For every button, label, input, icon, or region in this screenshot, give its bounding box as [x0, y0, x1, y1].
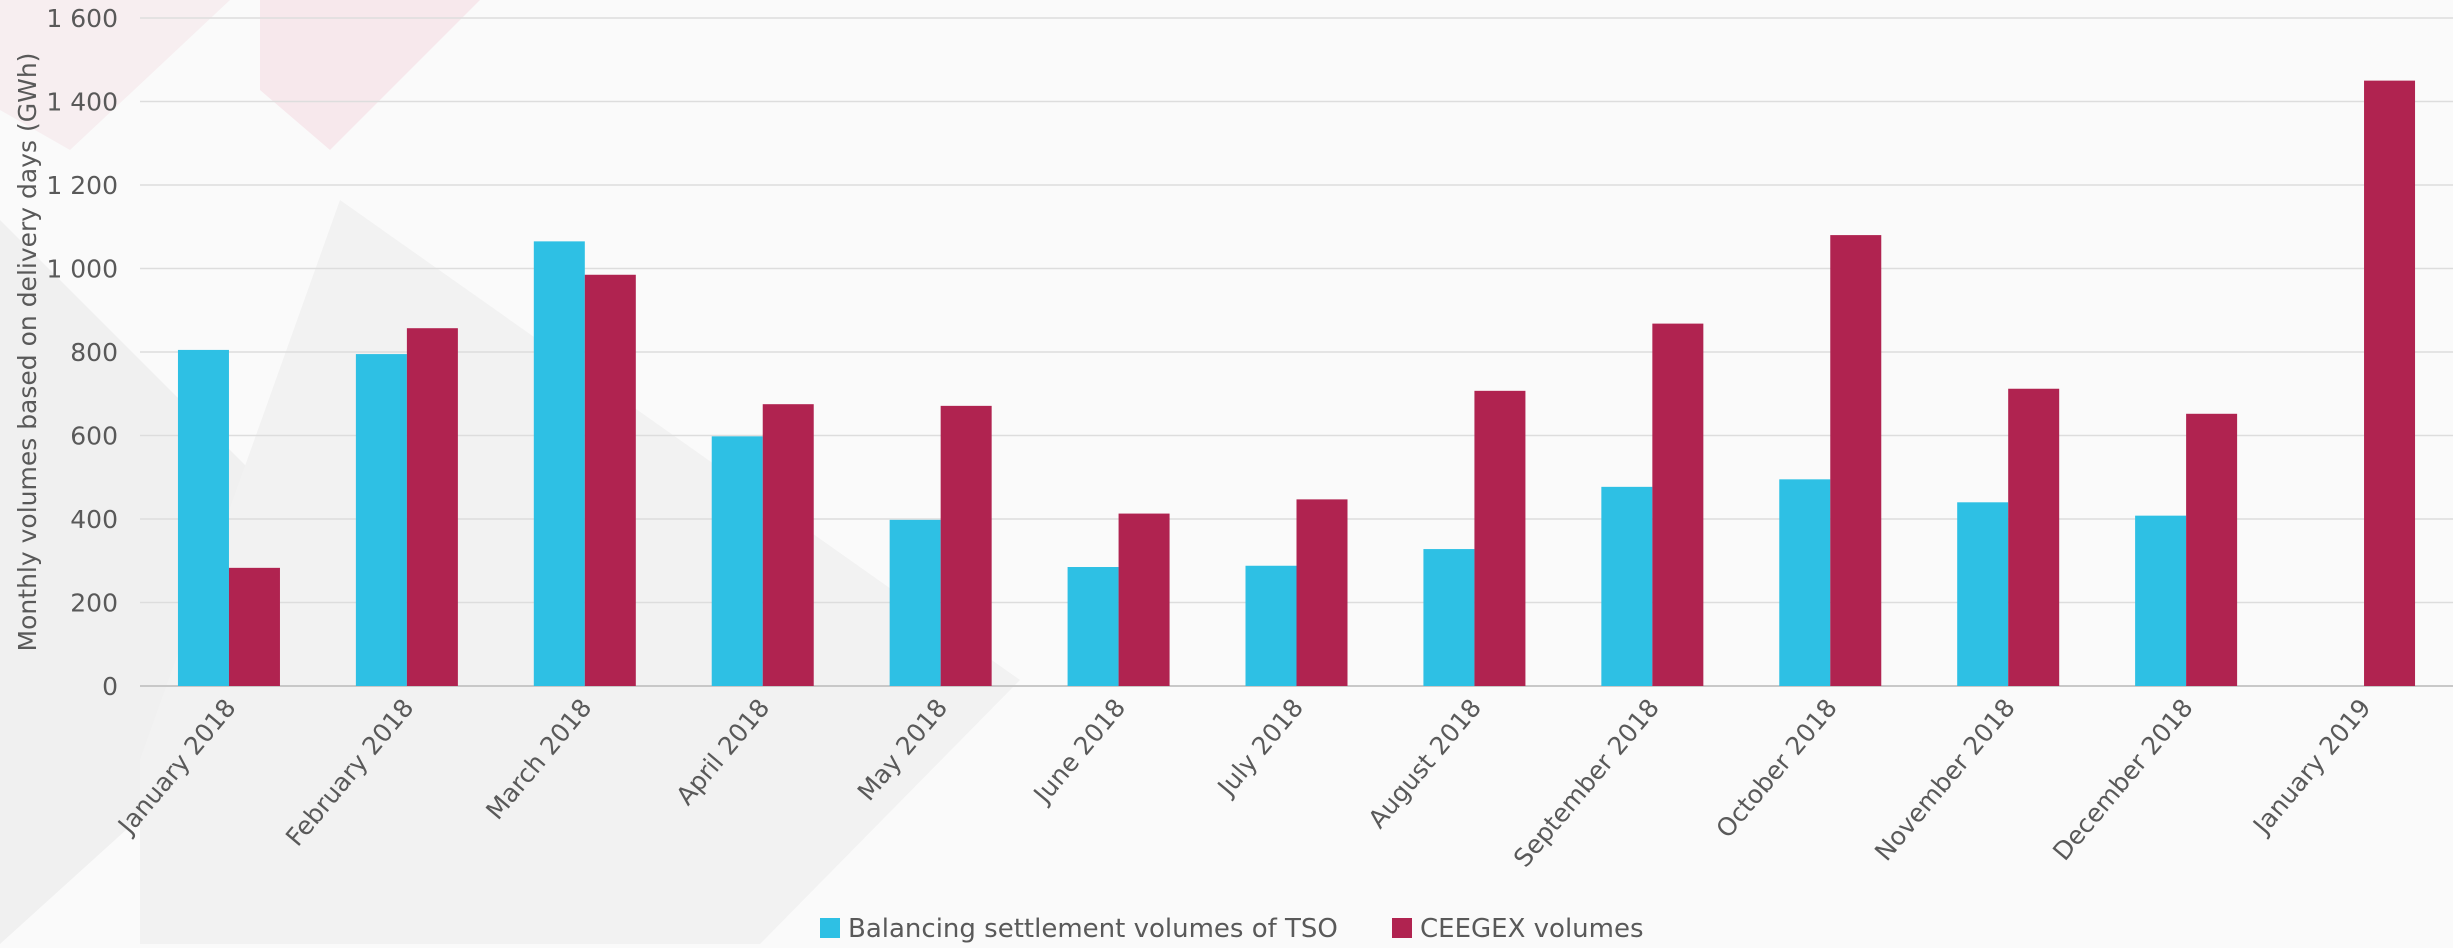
- bar-ceegex: [2186, 413, 2238, 686]
- bar-balancing-tso: [1067, 567, 1119, 686]
- bar-ceegex: [2008, 388, 2060, 686]
- y-tick-label: 800: [70, 338, 118, 367]
- legend-label: Balancing settlement volumes of TSO: [848, 914, 1338, 944]
- bar-ceegex: [940, 405, 992, 686]
- x-tick-label: December 2018: [2047, 693, 2199, 866]
- bar-ceegex: [406, 328, 458, 686]
- bar-balancing-tso: [533, 241, 585, 687]
- bar-balancing-tso: [2135, 515, 2187, 686]
- y-tick-label: 600: [70, 422, 118, 451]
- x-tick-label: October 2018: [1710, 693, 1843, 843]
- bar-ceegex: [584, 274, 636, 686]
- bar-balancing-tso: [1779, 479, 1831, 686]
- x-tick-label: November 2018: [1869, 693, 2021, 866]
- y-tick-label: 1 200: [46, 171, 118, 200]
- bar-balancing-tso: [355, 354, 407, 686]
- x-tick-label: August 2018: [1363, 693, 1487, 833]
- x-tick-label: January 2019: [2246, 693, 2376, 841]
- legend-swatch: [820, 918, 840, 938]
- x-tick-label: June 2018: [1027, 693, 1132, 810]
- bar-ceegex: [1474, 390, 1526, 686]
- bar-balancing-tso: [177, 349, 229, 686]
- bar-ceegex: [762, 404, 814, 686]
- bar-balancing-tso: [889, 519, 941, 686]
- bars: [177, 80, 2416, 687]
- bar-balancing-tso: [1245, 565, 1297, 686]
- y-axis-label: Monthly volumes based on delivery days (…: [13, 53, 42, 652]
- y-tick-label: 400: [70, 505, 118, 534]
- bar-ceegex: [1296, 499, 1348, 686]
- x-tick-label: September 2018: [1508, 693, 1665, 872]
- legend: Balancing settlement volumes of TSO CEEGE…: [820, 914, 1644, 944]
- y-tick-label: 1 600: [46, 4, 118, 33]
- bar-balancing-tso: [1423, 549, 1475, 686]
- bar-ceegex: [1118, 513, 1170, 686]
- y-tick-label: 200: [70, 589, 118, 618]
- bar-ceegex: [1652, 323, 1704, 686]
- y-tick-label: 1 400: [46, 88, 118, 117]
- x-tick-label: July 2018: [1211, 693, 1309, 802]
- y-tick-label: 0: [102, 672, 118, 701]
- bar-balancing-tso: [1601, 486, 1653, 686]
- bar-balancing-tso: [1957, 502, 2009, 686]
- legend-swatch: [1392, 918, 1412, 938]
- bar-ceegex: [2364, 80, 2416, 686]
- bar-ceegex: [228, 567, 280, 686]
- legend-label: CEEGEX volumes: [1420, 914, 1644, 944]
- y-axis: Monthly volumes based on delivery days (…: [13, 4, 118, 701]
- bar-ceegex: [1830, 235, 1882, 686]
- bar-balancing-tso: [711, 436, 763, 686]
- y-tick-label: 1 000: [46, 255, 118, 284]
